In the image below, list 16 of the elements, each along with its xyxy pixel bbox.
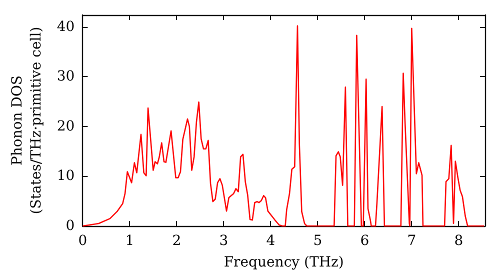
x-tick-label: 6 (360, 233, 370, 249)
y-tick-label: 10 (56, 168, 75, 184)
y-tick-label: 0 (66, 218, 75, 234)
x-tick-label: 1 (125, 233, 134, 249)
x-tick-label: 0 (78, 233, 88, 249)
y-tick-label: 30 (56, 68, 75, 85)
x-tick-label: 2 (172, 233, 182, 249)
y-tick-label: 20 (56, 118, 75, 134)
x-tick-label: 4 (266, 233, 276, 249)
x-tick-label: 5 (313, 233, 322, 249)
y-axis-title: Phonon DOS (States/THz·primitive cell) (10, 26, 44, 214)
x-tick-label: 7 (407, 233, 416, 249)
y-tick-label: 40 (56, 18, 75, 35)
x-axis-title: Frequency (THz) (224, 254, 344, 270)
x-tick-label: 8 (454, 233, 464, 249)
x-tick-label: 3 (219, 233, 228, 249)
